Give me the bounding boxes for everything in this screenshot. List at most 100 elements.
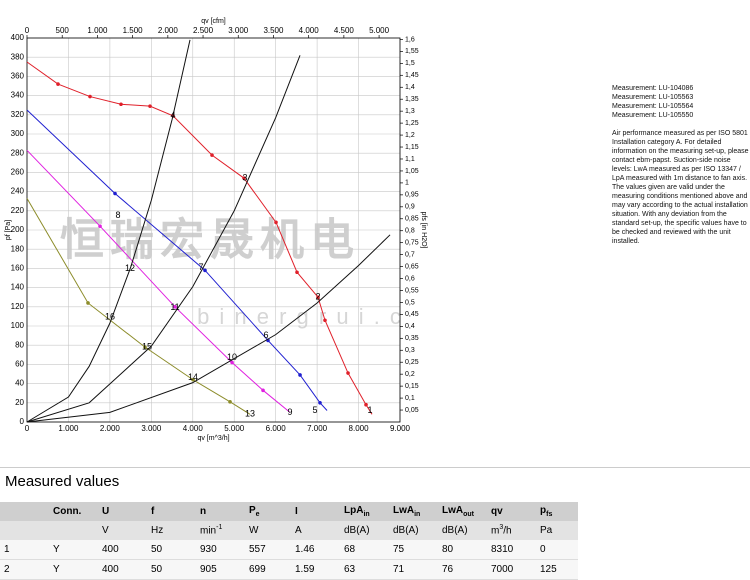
data-cell: Y <box>49 540 98 560</box>
x2-tick-label: 0 <box>25 26 30 35</box>
data-cell: 50 <box>147 559 196 580</box>
x2-tick-label: 2.500 <box>193 26 214 35</box>
cell-text: Pa <box>540 525 553 536</box>
curve-marker <box>298 373 302 377</box>
y2-tick-label: 0,65 <box>405 263 419 270</box>
subscript: out <box>463 511 474 518</box>
cell-text: LwA <box>442 505 464 516</box>
y2-tick-label: 0,2 <box>405 371 415 378</box>
header-cell: qv <box>487 502 536 521</box>
x2-tick-label: 500 <box>56 26 70 35</box>
y2-tick-label: 0,25 <box>405 359 419 366</box>
data-cell: 1 <box>0 540 49 560</box>
cell-text: /h <box>503 525 512 537</box>
x2-tick-label: 4.500 <box>334 26 355 35</box>
units-cell: min-1 <box>196 521 245 540</box>
curve-marker <box>143 345 147 349</box>
operating-point-label: 13 <box>245 409 255 419</box>
cell-text: LwA <box>393 505 415 516</box>
operating-point-label: 14 <box>188 372 198 382</box>
x2-tick-label: 2.000 <box>158 26 179 35</box>
data-cell: 80 <box>438 540 487 560</box>
units-cell: Hz <box>147 521 196 540</box>
curve-marker <box>173 305 177 309</box>
y-tick-label: 200 <box>11 225 25 234</box>
curve-marker <box>318 401 322 405</box>
y2-tick-label: 1,55 <box>405 48 419 55</box>
curve-marker <box>191 377 195 382</box>
data-cell: 400 <box>98 559 147 580</box>
y2-tick-label: 1,35 <box>405 96 419 103</box>
x2-tick-label: 3.500 <box>263 26 284 35</box>
units-cell <box>0 521 49 540</box>
units-cell: m3/h <box>487 521 536 540</box>
curve-marker <box>364 402 368 407</box>
curve-marker <box>113 191 117 196</box>
header-cell: U <box>98 502 147 521</box>
y-tick-label: 40 <box>15 379 24 388</box>
x-tick-label: 7.000 <box>307 424 328 433</box>
y-tick-label: 260 <box>11 168 25 177</box>
curve <box>26 234 391 423</box>
units-cell: Pa <box>536 521 578 540</box>
cell-text: m <box>491 525 500 537</box>
y2-tick-label: 0,9 <box>405 204 415 211</box>
operating-point-label: 8 <box>116 210 121 220</box>
data-cell: 905 <box>196 559 245 580</box>
operating-point-label: 11 <box>170 302 179 312</box>
header-cell: LwAout <box>438 502 487 521</box>
data-cell: 557 <box>245 540 291 560</box>
x-tick-label: 9.000 <box>390 424 411 433</box>
cell-text: dB(A) <box>393 525 419 536</box>
cell-text: p <box>540 505 547 516</box>
y2-tick-label: 0,35 <box>405 335 419 342</box>
measurement: Measurement: LU-105550 <box>612 112 694 119</box>
x2-tick-label: 4.000 <box>299 26 320 35</box>
x-axis-label: qv [m^3/h] <box>197 435 229 442</box>
curve-marker <box>56 82 60 86</box>
operating-point-label: 9 <box>287 407 292 417</box>
cell-text: W <box>249 525 259 536</box>
y-tick-label: 80 <box>15 340 24 349</box>
y-tick-label: 220 <box>11 206 25 215</box>
operating-point-label: 6 <box>264 330 269 340</box>
data-cell: 1.46 <box>291 540 340 560</box>
subscript: in <box>414 511 421 518</box>
plot-frame <box>26 37 401 423</box>
data-cell: 699 <box>245 559 291 580</box>
subscript: in <box>363 511 370 518</box>
curve-marker <box>295 270 299 275</box>
data-cell: 76 <box>438 559 487 580</box>
operating-point-label: 15 <box>142 341 152 351</box>
data-cell: 2 <box>0 559 49 580</box>
cell-text: qv <box>491 506 503 517</box>
operating-point-label: 1 <box>368 405 373 415</box>
curve-marker <box>230 360 234 365</box>
header-cell: I <box>291 502 340 521</box>
data-cell: 930 <box>196 540 245 560</box>
subscript: fs <box>546 511 553 518</box>
y2-tick-label: 0,85 <box>405 216 419 223</box>
y2-tick-label: 0,45 <box>405 311 419 318</box>
header-cell: LpAin <box>340 502 389 521</box>
data-cell: 50 <box>147 540 196 560</box>
x2-tick-label: 1.000 <box>87 26 108 35</box>
curve <box>26 55 301 423</box>
curve-marker <box>86 301 90 305</box>
curve-marker <box>323 318 327 323</box>
units-cell: A <box>291 521 340 540</box>
y-tick-label: 300 <box>11 129 25 138</box>
cell-text: Conn. <box>53 506 82 517</box>
curve-marker <box>119 102 123 107</box>
units-cell <box>49 521 98 540</box>
cell-text: min <box>200 525 217 537</box>
header-cell: f <box>147 502 196 521</box>
data-cell: 75 <box>389 540 438 560</box>
x2-tick-label: 1.500 <box>123 26 144 35</box>
watermark: 恒瑞宏晟机电 <box>60 216 360 265</box>
data-cell: 400 <box>98 540 147 560</box>
data-cell: 63 <box>340 559 389 580</box>
section-heading: Measured values <box>0 467 750 495</box>
